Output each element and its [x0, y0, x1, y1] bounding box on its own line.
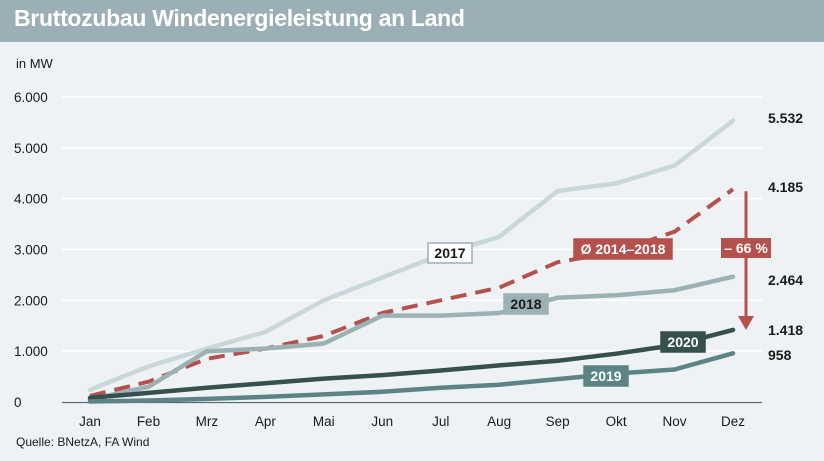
x-tick-label: Aug: [487, 414, 511, 429]
y-tick-label: 5.000: [14, 141, 48, 156]
y-tick-label: 1.000: [14, 344, 48, 359]
x-tick-label: Dez: [721, 414, 745, 429]
x-tick-label: Jul: [432, 414, 449, 429]
series-label: 2019: [590, 368, 621, 384]
source-note: Quelle: BNetzA, FA Wind: [16, 435, 149, 449]
series-line-0: [87, 118, 736, 393]
series-label: 2020: [667, 334, 698, 350]
series-label-box: [427, 242, 473, 264]
series-label: Ø 2014–2018: [581, 241, 666, 257]
series-label-box: [583, 365, 629, 387]
title-bar: Bruttozubau Windenergieleistung an Land: [0, 0, 824, 42]
series-label: 2018: [510, 296, 541, 312]
end-value-label: 5.532: [768, 110, 803, 126]
y-tick-label: 2.000: [14, 293, 48, 308]
y-tick-label: 0: [14, 395, 22, 410]
y-axis-label: in MW: [16, 56, 54, 71]
decline-label-box: [721, 238, 771, 258]
x-tick-label: Mai: [313, 414, 335, 429]
series-line-3: [87, 327, 736, 401]
series-label-box: [573, 238, 673, 260]
x-tick-label: Mrz: [196, 414, 219, 429]
chart-title: Bruttozubau Windenergieleistung an Land: [14, 5, 465, 31]
end-value-label: 4.185: [768, 179, 803, 195]
series-line-4: [87, 351, 736, 404]
decline-arrow-head: [738, 316, 754, 330]
series-label-box: [503, 293, 549, 315]
y-tick-label: 4.000: [14, 192, 48, 207]
end-value-label: 1.418: [768, 322, 803, 338]
x-tick-label: Jan: [79, 414, 101, 429]
series-line-2: [87, 274, 736, 402]
y-tick-label: 3.000: [14, 243, 48, 258]
end-value-label: 958: [768, 347, 792, 363]
x-tick-label: Feb: [137, 414, 160, 429]
x-tick-label: Okt: [606, 414, 627, 429]
series-label-box: [660, 331, 706, 353]
series-label: 2017: [434, 245, 465, 261]
x-tick-label: Apr: [255, 414, 277, 429]
y-tick-label: 6.000: [14, 90, 48, 105]
decline-label: – 66 %: [724, 240, 768, 256]
x-tick-label: Jun: [371, 414, 393, 429]
end-value-label: 2.464: [768, 272, 803, 288]
x-tick-label: Sep: [546, 414, 570, 429]
x-tick-label: Nov: [663, 414, 687, 429]
